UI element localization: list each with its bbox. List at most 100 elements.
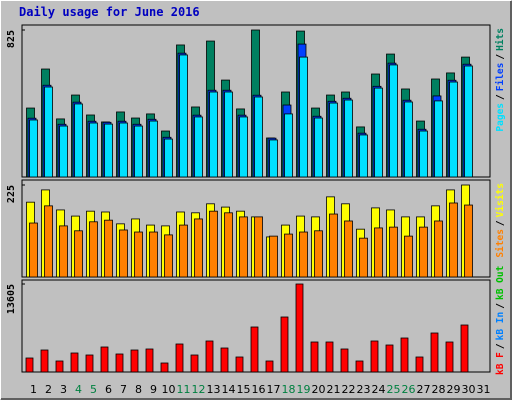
legend-separator: / — [495, 94, 506, 100]
x-tick-label: 17 — [267, 383, 281, 396]
bar — [280, 316, 289, 373]
bar — [130, 349, 139, 373]
bar — [160, 362, 169, 373]
bar — [265, 360, 274, 373]
legend-separator: / — [495, 343, 506, 349]
x-tick-label: 31 — [477, 383, 491, 396]
bar — [449, 81, 458, 178]
legend: kB F / kB In / kB Out — [495, 266, 506, 375]
bar — [419, 226, 428, 278]
bar — [415, 356, 424, 373]
x-tick-label: 27 — [417, 383, 431, 396]
x-tick-label: 25 — [387, 383, 401, 396]
bar — [254, 96, 263, 178]
legend-entry: Sites — [495, 229, 506, 258]
x-tick-label: 19 — [297, 383, 311, 396]
bar — [299, 56, 308, 178]
legend-separator: / — [495, 303, 506, 309]
bar — [55, 360, 64, 373]
legend-entry: kB F — [495, 352, 506, 375]
bar — [119, 229, 128, 278]
bar — [164, 234, 173, 278]
chart-title: Daily usage for June 2016 — [19, 5, 200, 19]
legend-separator: / — [495, 220, 506, 226]
bar — [325, 341, 334, 373]
bar — [40, 349, 49, 373]
x-tick-label: 21 — [327, 383, 341, 396]
bar — [400, 337, 409, 373]
bar — [29, 222, 38, 278]
bar — [250, 326, 259, 373]
x-tick-label: 24 — [372, 383, 386, 396]
x-tick-label: 8 — [135, 383, 142, 396]
bar — [205, 340, 214, 373]
x-tick-label: 6 — [105, 383, 112, 396]
bar — [44, 86, 53, 178]
bar — [389, 226, 398, 278]
x-tick-label: 15 — [237, 383, 251, 396]
bar — [190, 354, 199, 373]
bar — [59, 125, 68, 178]
bar — [295, 283, 304, 373]
legend-entry: Visits — [495, 183, 506, 217]
bar — [344, 99, 353, 178]
bar — [149, 231, 158, 278]
x-tick-label: 28 — [432, 383, 446, 396]
bar — [104, 219, 113, 278]
y-tick-label: 825 — [6, 30, 17, 48]
x-tick-label: 10 — [162, 383, 176, 396]
bar — [115, 353, 124, 373]
bar — [329, 213, 338, 278]
bar — [89, 122, 98, 178]
bar — [460, 324, 469, 373]
bar — [389, 64, 398, 178]
bar — [209, 91, 218, 178]
bar — [44, 205, 53, 278]
x-tick-label: 16 — [252, 383, 266, 396]
bar — [239, 116, 248, 178]
bar — [269, 235, 278, 278]
legend-separator: / — [495, 54, 506, 60]
bar — [404, 235, 413, 278]
bar — [29, 119, 38, 178]
x-tick-label: 11 — [177, 383, 191, 396]
x-tick-label: 14 — [222, 383, 236, 396]
bar — [329, 102, 338, 178]
bar — [224, 91, 233, 178]
bar — [434, 220, 443, 278]
legend-entry: Files — [495, 63, 506, 92]
bar — [194, 218, 203, 278]
bar — [149, 120, 158, 178]
bar — [179, 54, 188, 178]
x-tick-label: 9 — [150, 383, 157, 396]
x-tick-label: 13 — [207, 383, 221, 396]
bar — [220, 347, 229, 373]
bar — [355, 360, 364, 373]
x-tick-label: 7 — [120, 383, 127, 396]
bar — [119, 122, 128, 178]
bar — [235, 356, 244, 373]
x-tick-label: 26 — [402, 383, 416, 396]
x-tick-label: 18 — [282, 383, 296, 396]
bar — [134, 125, 143, 178]
bar — [359, 134, 368, 178]
bar — [374, 227, 383, 278]
bar — [70, 352, 79, 373]
x-tick-label: 22 — [342, 383, 356, 396]
bar — [74, 103, 83, 178]
bar — [340, 348, 349, 373]
bar — [299, 231, 308, 278]
bar — [419, 130, 428, 178]
bar — [314, 117, 323, 178]
bar — [179, 224, 188, 278]
bar — [209, 210, 218, 278]
bar — [344, 220, 353, 278]
bar — [175, 343, 184, 373]
x-tick-label: 3 — [60, 383, 67, 396]
bar — [254, 216, 263, 278]
x-tick-label: 5 — [90, 383, 97, 396]
x-tick-label: 30 — [462, 383, 476, 396]
